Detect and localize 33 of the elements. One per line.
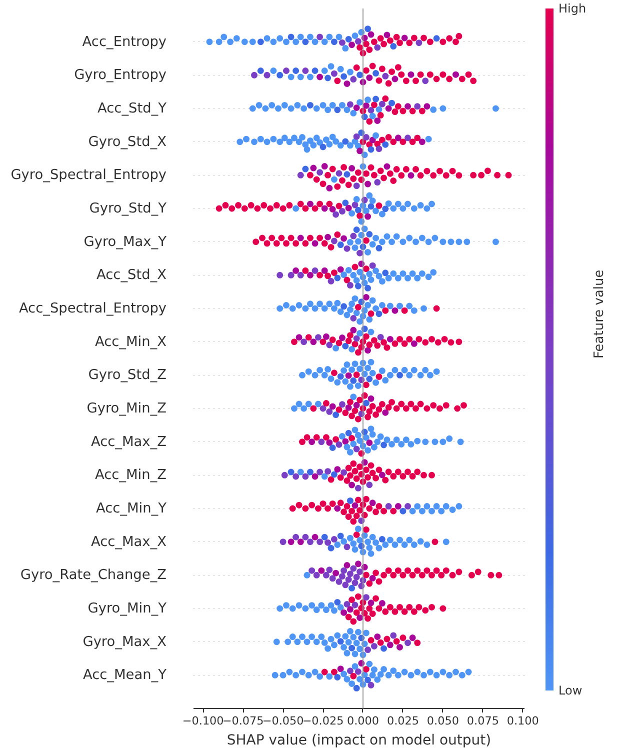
y-tick-label: Gyro_Max_X xyxy=(82,634,167,650)
color-bar-label: Low xyxy=(558,684,582,698)
x-tick-label: 0.050 xyxy=(426,714,459,728)
y-tick-label: Acc_Min_Y xyxy=(96,500,168,516)
y-tick-label: Acc_Spectral_Entropy xyxy=(18,300,167,316)
x-tick-label: −0.050 xyxy=(262,714,304,728)
x-tick-label: −0.100 xyxy=(182,714,224,728)
y-tick-label: Gyro_Max_Y xyxy=(84,234,168,250)
color-bar-title: Feature value xyxy=(592,270,607,358)
x-tick-label: 0.100 xyxy=(506,714,539,728)
y-tick-label: Acc_Min_Z xyxy=(94,467,167,484)
y-tick-label: Gyro_Std_Y xyxy=(89,200,168,216)
color-bar-label: High xyxy=(558,2,586,16)
y-tick-label: Gyro_Std_Z xyxy=(88,367,167,384)
x-tick-label: 0.025 xyxy=(386,714,419,728)
y-tick-label: Gyro_Min_Y xyxy=(88,600,168,616)
y-tick-label: Acc_Mean_Y xyxy=(82,667,168,684)
x-tick-label: −0.025 xyxy=(302,714,344,728)
y-tick-label: Gyro_Spectral_Entropy xyxy=(10,167,167,184)
y-tick-label: Gyro_Rate_Change_Z xyxy=(20,567,167,584)
y-tick-label: Gyro_Min_Z xyxy=(86,400,167,416)
x-tick-label: 0.000 xyxy=(346,714,380,728)
y-tick-label: Acc_Entropy xyxy=(82,34,167,50)
y-tick-label: Gyro_Entropy xyxy=(74,67,167,84)
x-axis-title: SHAP value (impact on model output) xyxy=(226,732,492,748)
x-tick-label: −0.075 xyxy=(222,714,264,728)
x-tick-label: 0.075 xyxy=(466,714,499,728)
y-tick-label: Gyro_Std_X xyxy=(88,134,167,150)
y-tick-label: Acc_Std_X xyxy=(96,267,167,284)
y-tick-label: Acc_Min_X xyxy=(94,334,167,350)
y-tick-label: Acc_Max_X xyxy=(90,534,167,550)
y-tick-label: Acc_Max_Z xyxy=(90,434,167,450)
y-tick-label: Acc_Std_Y xyxy=(98,100,168,116)
